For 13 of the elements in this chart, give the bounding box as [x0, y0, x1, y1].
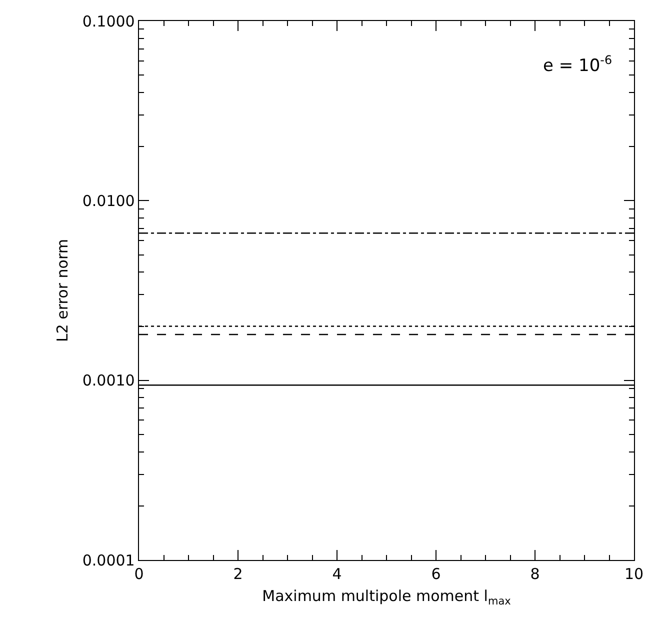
x-axis-title: Maximum multipole moment l$_{max}$ — [262, 587, 511, 608]
x-tick-label: 8 — [530, 565, 540, 584]
annotation: e = 10$^{-6}$ — [543, 53, 612, 76]
y-tick-label: 0.0100 — [82, 192, 135, 210]
y-axis-title: L2 error norm — [54, 239, 72, 342]
y-tick-label: 0.0001 — [82, 551, 135, 570]
x-tick-label: 4 — [332, 565, 342, 584]
x-tick-label: 6 — [431, 565, 441, 584]
x-tick-label: 0 — [134, 565, 144, 584]
x-tick-label: 10 — [624, 565, 644, 584]
y-tick-label: 0.0010 — [82, 372, 135, 390]
y-tick-label: 0.1000 — [82, 12, 135, 30]
x-tick-label: 2 — [233, 565, 243, 584]
